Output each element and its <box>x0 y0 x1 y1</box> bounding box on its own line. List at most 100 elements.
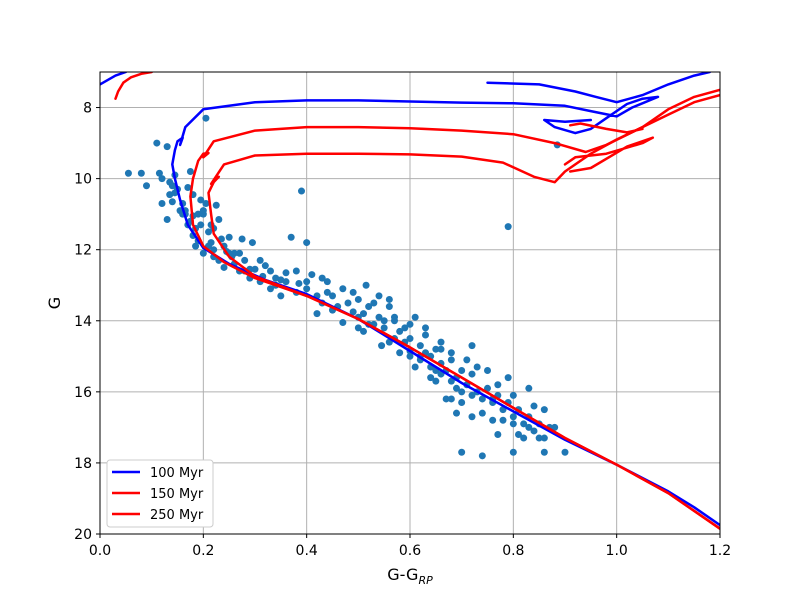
star-point <box>520 434 528 442</box>
star-point <box>509 420 517 428</box>
x-axis-label: G-GRP <box>387 565 433 587</box>
star-point <box>478 395 486 403</box>
star-point <box>530 427 538 435</box>
star-point <box>504 223 512 231</box>
star-point <box>137 169 145 177</box>
star-point <box>380 324 388 332</box>
star-point <box>230 249 238 257</box>
star-point <box>489 416 497 424</box>
star-point <box>158 175 166 183</box>
x-tick-label: 1.2 <box>709 543 731 559</box>
star-point <box>362 281 370 289</box>
star-point <box>215 215 223 223</box>
star-point <box>354 324 362 332</box>
star-point <box>411 363 419 371</box>
x-tick-label: 0.0 <box>89 543 111 559</box>
star-point <box>478 409 486 417</box>
star-point <box>186 168 194 176</box>
star-point <box>163 143 171 151</box>
star-point <box>124 169 132 177</box>
y-tick-label: 16 <box>74 385 92 401</box>
isochrone-250myr-line <box>207 93 720 530</box>
star-point <box>282 278 290 286</box>
star-point <box>504 374 512 382</box>
star-point <box>166 178 174 186</box>
star-point <box>391 313 398 321</box>
star-point <box>509 391 517 399</box>
star-point <box>168 198 176 206</box>
star-point <box>349 288 357 296</box>
star-point <box>401 324 409 332</box>
star-point <box>484 384 491 392</box>
star-point <box>422 324 429 332</box>
star-point <box>303 285 311 293</box>
isochrone-100myr-line <box>100 72 128 86</box>
star-point <box>248 239 256 247</box>
legend-label-100myr: 100 Myr <box>150 466 204 481</box>
star-point <box>370 299 378 307</box>
star-point <box>202 199 210 207</box>
star-point <box>339 285 347 293</box>
star-point <box>494 381 502 389</box>
star-point <box>292 267 300 275</box>
x-tick-label: 0.8 <box>502 543 524 559</box>
star-point <box>458 388 466 396</box>
star-point <box>463 356 471 364</box>
isochrone-250myr-line <box>563 136 655 173</box>
star-point <box>323 288 331 296</box>
y-tick-label: 10 <box>74 172 92 188</box>
star-point <box>197 221 205 229</box>
star-point <box>329 292 336 300</box>
star-point <box>473 363 481 371</box>
star-point <box>184 184 192 191</box>
star-point <box>236 249 243 257</box>
legend-label-250myr: 250 Myr <box>150 508 204 523</box>
star-point <box>375 313 383 321</box>
axis-ticks: 0.0 0.2 0.4 0.6 0.8 1.0 1.2 8 10 12 14 16 18 20 <box>74 101 731 559</box>
star-point <box>432 345 440 353</box>
star-point <box>199 249 207 257</box>
star-point <box>261 262 269 270</box>
star-point <box>468 391 476 399</box>
star-point <box>447 395 455 403</box>
y-axis-label: G <box>45 297 64 309</box>
star-point <box>520 420 528 428</box>
star-point <box>468 413 476 421</box>
isochrone-150myr-line <box>114 72 153 100</box>
star-point <box>282 269 290 277</box>
y-tick-label: 18 <box>74 456 92 472</box>
star-point <box>287 233 295 241</box>
star-point <box>199 207 207 215</box>
x-tick-label: 0.4 <box>296 543 318 559</box>
star-point <box>225 233 233 241</box>
star-point <box>422 331 429 339</box>
star-point <box>365 303 373 311</box>
star-point <box>453 409 460 417</box>
star-point <box>411 313 419 321</box>
star-point <box>406 320 414 328</box>
star-point <box>385 303 393 311</box>
star-point <box>494 430 502 438</box>
star-point <box>143 182 150 190</box>
star-point <box>272 274 280 282</box>
star-point <box>251 265 259 273</box>
star-point <box>458 367 466 375</box>
star-point <box>509 413 517 421</box>
star-point <box>205 228 212 236</box>
star-point <box>540 434 548 442</box>
star-point <box>447 356 455 364</box>
star-point <box>447 377 455 385</box>
star-point <box>561 448 569 456</box>
star-point <box>354 295 362 303</box>
star-point <box>416 342 424 350</box>
star-point <box>220 263 228 271</box>
star-point <box>267 285 274 293</box>
star-point <box>453 384 460 392</box>
star-point <box>396 349 404 357</box>
star-point <box>380 317 388 325</box>
x-tick-label: 1.0 <box>606 543 628 559</box>
y-tick-label: 12 <box>74 243 92 259</box>
star-point <box>375 292 383 300</box>
star-point <box>212 201 220 209</box>
